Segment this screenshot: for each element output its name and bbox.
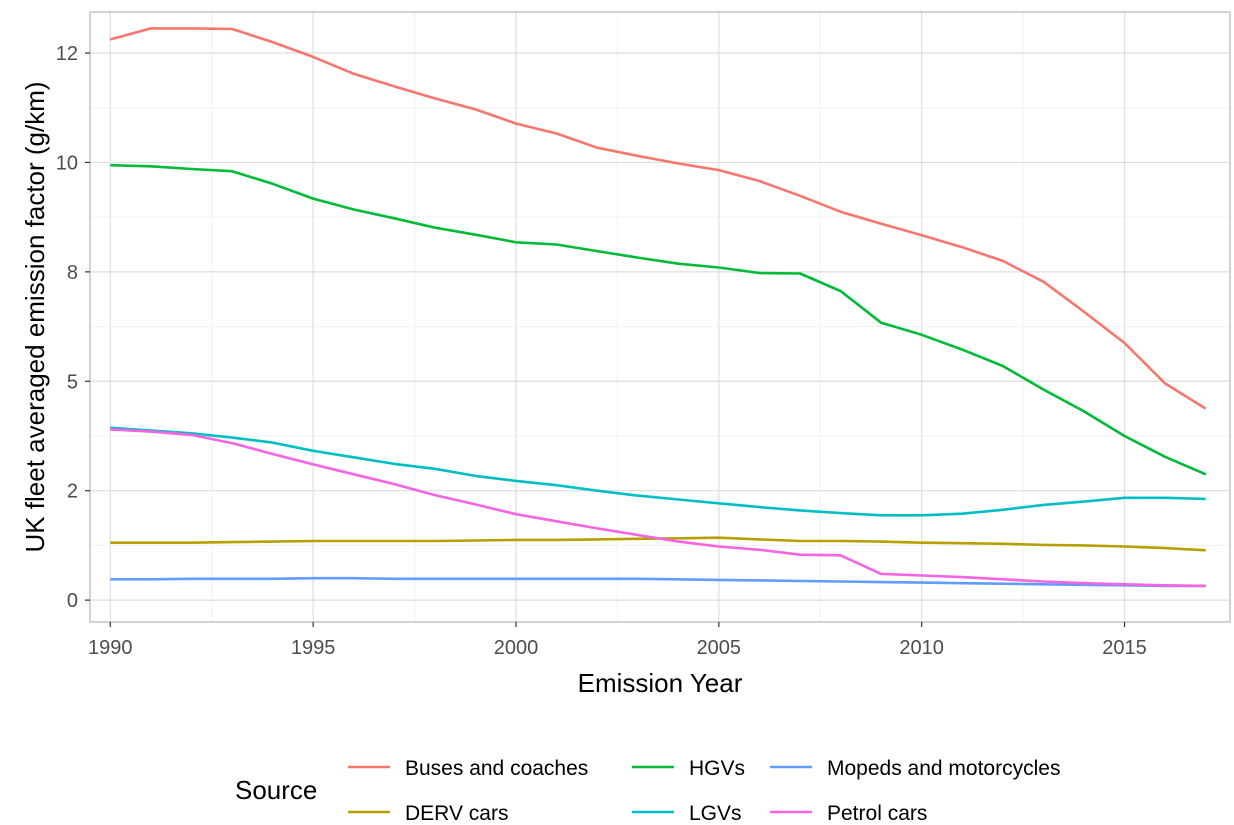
grid-layer: [90, 12, 1230, 622]
series-line-mopeds-and-motorcycles: [110, 576, 1206, 588]
x-tick-label: 2010: [899, 637, 944, 659]
y-tick-label: 8: [67, 262, 78, 284]
y-tick-label: 2: [67, 481, 78, 503]
x-tick-label: 1990: [88, 637, 133, 659]
series-line-hgvs: [110, 163, 1207, 476]
x-axis-title: Emission Year: [578, 668, 743, 698]
legend-label-buses-and-coaches: Buses and coaches: [405, 757, 588, 780]
y-tick-label: 5: [67, 371, 78, 393]
legend-label-derv-cars: DERV cars: [405, 802, 508, 825]
x-tick-label: 2015: [1102, 637, 1147, 659]
plot-border: [89, 11, 1231, 623]
x-tick-label: 2000: [494, 637, 539, 659]
legend-label-mopeds-and-motorcycles: Mopeds and motorcycles: [827, 757, 1060, 780]
legend-label-lgvs: LGVs: [689, 802, 742, 825]
x-tick-label: 1995: [291, 637, 336, 659]
series-line-buses-and-coaches: [109, 27, 1207, 410]
y-axis-title: UK fleet averaged emission factor (g/km): [20, 81, 50, 552]
legend-label-petrol-cars: Petrol cars: [827, 802, 927, 825]
y-axis: 0 2 5 8 10 12: [56, 43, 90, 612]
x-axis: 1990 1995 2000 2005 2010 2015: [88, 622, 1147, 659]
series-layer: [109, 27, 1207, 588]
y-tick-label: 12: [56, 43, 78, 65]
series-line-petrol-cars: [110, 428, 1206, 588]
y-tick-label: 0: [67, 590, 78, 612]
x-tick-label: 2005: [697, 637, 742, 659]
legend-label-hgvs: HGVs: [689, 757, 745, 780]
legend: Source Buses and coaches HGVs Mopeds and m…: [235, 757, 1060, 825]
series-line-lgvs: [110, 426, 1206, 517]
y-tick-label: 10: [56, 152, 78, 174]
legend-title: Source: [235, 775, 317, 805]
